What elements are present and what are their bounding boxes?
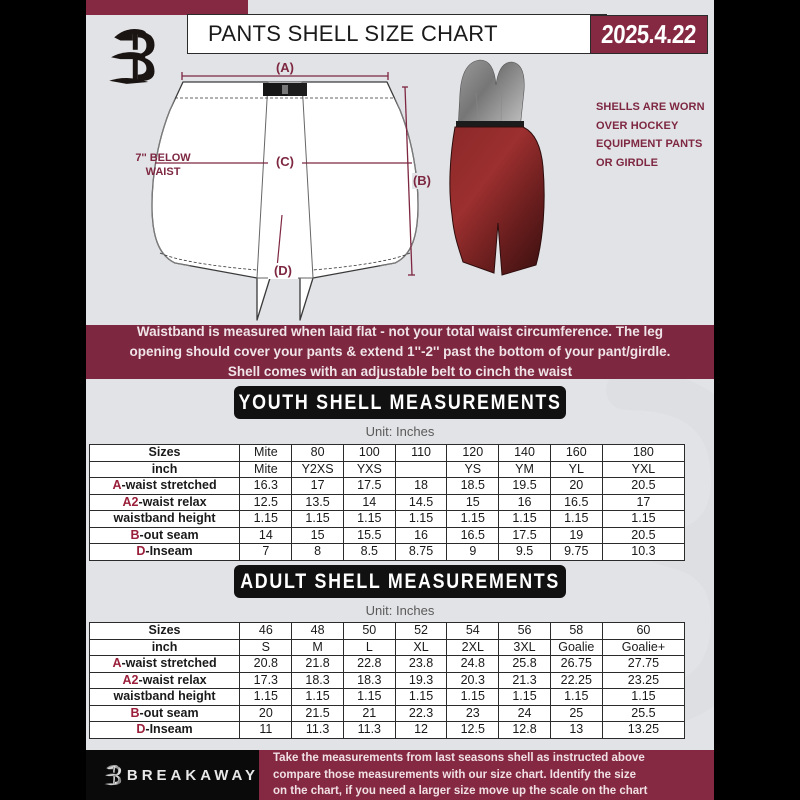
svg-text:(D): (D) bbox=[274, 263, 292, 278]
svg-text:(B): (B) bbox=[413, 173, 431, 188]
svg-text:(A): (A) bbox=[276, 60, 294, 75]
svg-text:(C): (C) bbox=[276, 154, 294, 169]
